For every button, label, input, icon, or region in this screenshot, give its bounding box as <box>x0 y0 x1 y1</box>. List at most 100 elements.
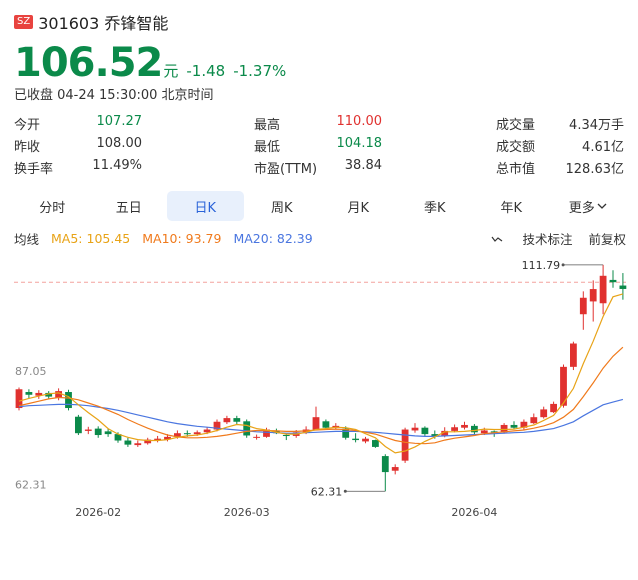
candle-body <box>263 429 270 437</box>
legend-title: 均线 <box>14 232 40 247</box>
candle-body <box>471 425 478 433</box>
stat-label: 最高 <box>254 117 281 133</box>
stat-market-cap: 总市值 128.63亿 <box>496 158 624 177</box>
candle <box>322 419 330 430</box>
candle-body <box>520 421 528 428</box>
stock-header: SZ 301603 乔锋智能 <box>14 10 168 34</box>
tab-daily-k[interactable]: 日K <box>167 191 244 221</box>
candle <box>75 414 82 436</box>
candle-body <box>164 436 171 440</box>
candle-body <box>25 392 33 395</box>
candle <box>391 464 399 475</box>
annotation-label: 111.79 <box>522 259 561 272</box>
candle-body <box>362 438 369 442</box>
candle-body <box>213 421 221 430</box>
candle <box>55 388 62 401</box>
candle-body <box>55 391 62 398</box>
candle-body <box>490 431 498 433</box>
tab-intraday[interactable]: 分时 <box>39 200 66 216</box>
candle <box>451 424 458 433</box>
candle <box>45 391 53 400</box>
candle <box>589 280 597 322</box>
candle <box>570 341 577 371</box>
x-tick-label: 2026-03 <box>224 506 270 519</box>
stat-label: 市盈(TTM) <box>254 161 318 177</box>
candle-body <box>124 440 132 445</box>
stat-label: 今开 <box>14 117 41 133</box>
candle-body <box>421 427 429 435</box>
stat-label: 换手率 <box>14 161 54 177</box>
legend-ma10: MA10: 93.79 <box>142 231 222 246</box>
candle-body <box>609 279 617 283</box>
ma5-line <box>18 293 624 454</box>
adjust-button[interactable]: 前复权 <box>588 232 626 247</box>
period-tabs: 分时 五日 日K 周K 月K 季K 年K 更多 <box>14 191 626 221</box>
stats-row: 今开 107.27 最高 110.00 成交量 4.34万手 <box>14 112 624 134</box>
candle <box>530 413 538 425</box>
legend-ma5: MA5: 105.45 <box>51 231 131 246</box>
candle <box>421 426 429 436</box>
candle-body <box>75 416 82 434</box>
candles-group <box>15 264 627 492</box>
candle-body <box>500 424 508 433</box>
candle <box>25 389 33 399</box>
candle-body <box>431 434 439 437</box>
candle-body <box>223 418 231 423</box>
ma-legend: 均线 MA5: 105.45 MA10: 93.79 MA20: 82.39 技… <box>14 229 626 248</box>
candle-body <box>203 429 211 433</box>
candle <box>84 426 92 435</box>
annotation-dot <box>343 489 347 493</box>
candle-body <box>104 431 112 435</box>
candle-body <box>599 275 607 304</box>
tab-quarterly-k[interactable]: 季K <box>423 200 446 216</box>
tab-five-day[interactable]: 五日 <box>115 200 142 216</box>
candle-body <box>540 409 548 418</box>
ma20-line <box>18 398 624 437</box>
candle-body <box>381 456 389 473</box>
ma10-line <box>18 346 624 445</box>
candle-body <box>560 366 567 406</box>
candle <box>619 273 627 300</box>
y-tick-label: 62.31 <box>15 478 47 491</box>
candle-body <box>253 436 260 438</box>
stat-pe-ttm: 市盈(TTM) 38.84 <box>254 158 382 177</box>
candle <box>35 390 43 399</box>
stat-value: 104.18 <box>336 135 383 151</box>
candle-body <box>530 417 538 424</box>
candle-body <box>550 403 557 413</box>
stat-label: 成交量 <box>496 117 536 133</box>
ma-lines-group <box>18 293 624 454</box>
candle-body <box>243 421 251 436</box>
candle-body <box>589 289 597 302</box>
x-tick-label: 2026-04 <box>451 506 497 519</box>
tab-monthly-k[interactable]: 月K <box>347 200 370 216</box>
candle <box>253 434 260 440</box>
candle-body <box>134 443 142 446</box>
price-unit: 元 <box>163 62 179 80</box>
trend-icon <box>491 236 503 242</box>
candle-body <box>282 435 290 437</box>
candle <box>510 421 518 430</box>
candle <box>134 440 142 447</box>
candle <box>599 264 607 315</box>
candle-body <box>401 429 409 461</box>
candle-body <box>94 428 102 436</box>
candle-body <box>451 427 458 431</box>
stat-label: 总市值 <box>496 161 536 177</box>
tab-weekly-k[interactable]: 周K <box>270 200 293 216</box>
candle <box>312 406 320 431</box>
candle <box>461 421 468 430</box>
price-change: -1.48 <box>186 62 226 80</box>
candle-body <box>114 434 122 441</box>
stat-turnover-rate: 换手率 11.49% <box>14 158 142 177</box>
candle-body <box>579 297 587 315</box>
candle-body <box>84 429 92 431</box>
tech-annotation-toggle[interactable]: 技术标注 <box>491 229 572 248</box>
tab-more[interactable]: 更多 <box>550 191 627 221</box>
tab-yearly-k[interactable]: 年K <box>500 200 523 216</box>
stat-value: 11.49% <box>92 157 142 173</box>
stats-grid: 今开 107.27 最高 110.00 成交量 4.34万手 昨收 108.00 最低 1… <box>14 112 624 178</box>
candle <box>342 426 350 440</box>
annotation-dot <box>561 263 565 267</box>
